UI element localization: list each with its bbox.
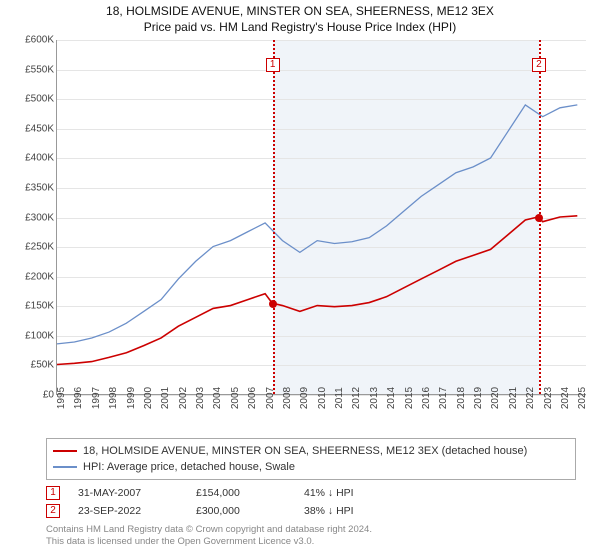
- chart-marker-icon: 1: [266, 58, 280, 72]
- y-tick-label: £100K: [4, 330, 54, 341]
- x-tick-label: 2018: [456, 387, 467, 409]
- y-tick-label: £300K: [4, 212, 54, 223]
- x-tick-label: 2005: [230, 387, 241, 409]
- transactions-table: 1 31-MAY-2007 £154,000 41% ↓ HPI 2 23-SE…: [46, 484, 576, 520]
- x-tick-label: 2001: [160, 387, 171, 409]
- series-blue: [57, 105, 577, 344]
- footnote-line: Contains HM Land Registry data © Crown c…: [46, 524, 576, 536]
- legend-label: HPI: Average price, detached house, Swal…: [83, 461, 295, 473]
- x-tick-label: 2000: [143, 387, 154, 409]
- x-tick-label: 2008: [282, 387, 293, 409]
- x-tick-label: 2011: [334, 387, 345, 409]
- x-tick-label: 2003: [195, 387, 206, 409]
- table-row: 1 31-MAY-2007 £154,000 41% ↓ HPI: [46, 484, 576, 502]
- trans-price: £154,000: [196, 487, 286, 499]
- y-tick-label: £150K: [4, 301, 54, 312]
- x-tick-label: 2020: [490, 387, 501, 409]
- trans-price: £300,000: [196, 505, 286, 517]
- legend-swatch: [53, 466, 77, 468]
- y-tick-label: £0: [4, 390, 54, 401]
- x-tick-label: 2024: [560, 387, 571, 409]
- y-tick-label: £600K: [4, 35, 54, 46]
- x-tick-label: 2013: [369, 387, 380, 409]
- trans-pct: 38% ↓ HPI: [304, 505, 424, 517]
- y-tick-label: £200K: [4, 271, 54, 282]
- title-line-1: 18, HOLMSIDE AVENUE, MINSTER ON SEA, SHE…: [0, 4, 600, 18]
- legend-box: 18, HOLMSIDE AVENUE, MINSTER ON SEA, SHE…: [46, 438, 576, 480]
- legend-item: 18, HOLMSIDE AVENUE, MINSTER ON SEA, SHE…: [53, 443, 569, 459]
- x-tick-label: 2022: [525, 387, 536, 409]
- series-red: [57, 216, 577, 365]
- plot-region: 12: [56, 40, 586, 395]
- table-row: 2 23-SEP-2022 £300,000 38% ↓ HPI: [46, 502, 576, 520]
- x-tick-label: 1996: [73, 387, 84, 409]
- x-tick-label: 2023: [543, 387, 554, 409]
- x-tick-label: 2009: [299, 387, 310, 409]
- x-tick-label: 2012: [351, 387, 362, 409]
- x-tick-label: 2017: [438, 387, 449, 409]
- x-tick-label: 2006: [247, 387, 258, 409]
- y-tick-label: £350K: [4, 182, 54, 193]
- data-point-dot: [535, 214, 543, 222]
- footnote: Contains HM Land Registry data © Crown c…: [46, 524, 576, 549]
- x-tick-label: 2015: [404, 387, 415, 409]
- y-tick-label: £450K: [4, 123, 54, 134]
- x-tick-label: 2002: [178, 387, 189, 409]
- y-tick-label: £400K: [4, 153, 54, 164]
- legend-swatch: [53, 450, 77, 452]
- x-tick-label: 2021: [508, 387, 519, 409]
- trans-date: 31-MAY-2007: [78, 487, 178, 499]
- y-tick-label: £250K: [4, 242, 54, 253]
- data-point-dot: [269, 300, 277, 308]
- y-tick-label: £500K: [4, 94, 54, 105]
- y-tick-label: £50K: [4, 360, 54, 371]
- series-svg: [57, 40, 586, 394]
- chart-area: £0£50K£100K£150K£200K£250K£300K£350K£400…: [10, 40, 590, 420]
- x-tick-label: 2004: [212, 387, 223, 409]
- chart-marker-icon: 2: [532, 58, 546, 72]
- title-line-2: Price paid vs. HM Land Registry's House …: [0, 20, 600, 34]
- x-tick-label: 1999: [126, 387, 137, 409]
- x-tick-label: 2014: [386, 387, 397, 409]
- marker-ref-icon: 1: [46, 486, 60, 500]
- x-tick-label: 1995: [56, 387, 67, 409]
- legend-label: 18, HOLMSIDE AVENUE, MINSTER ON SEA, SHE…: [83, 445, 527, 457]
- x-tick-label: 2019: [473, 387, 484, 409]
- trans-date: 23-SEP-2022: [78, 505, 178, 517]
- chart-titles: 18, HOLMSIDE AVENUE, MINSTER ON SEA, SHE…: [0, 0, 600, 34]
- footnote-line: This data is licensed under the Open Gov…: [46, 536, 576, 548]
- x-tick-label: 1997: [91, 387, 102, 409]
- x-tick-label: 2007: [265, 387, 276, 409]
- x-tick-label: 2010: [317, 387, 328, 409]
- x-tick-label: 2016: [421, 387, 432, 409]
- x-tick-label: 1998: [108, 387, 119, 409]
- marker-ref-icon: 2: [46, 504, 60, 518]
- x-tick-label: 2025: [577, 387, 588, 409]
- y-tick-label: £550K: [4, 64, 54, 75]
- legend-item: HPI: Average price, detached house, Swal…: [53, 459, 569, 475]
- trans-pct: 41% ↓ HPI: [304, 487, 424, 499]
